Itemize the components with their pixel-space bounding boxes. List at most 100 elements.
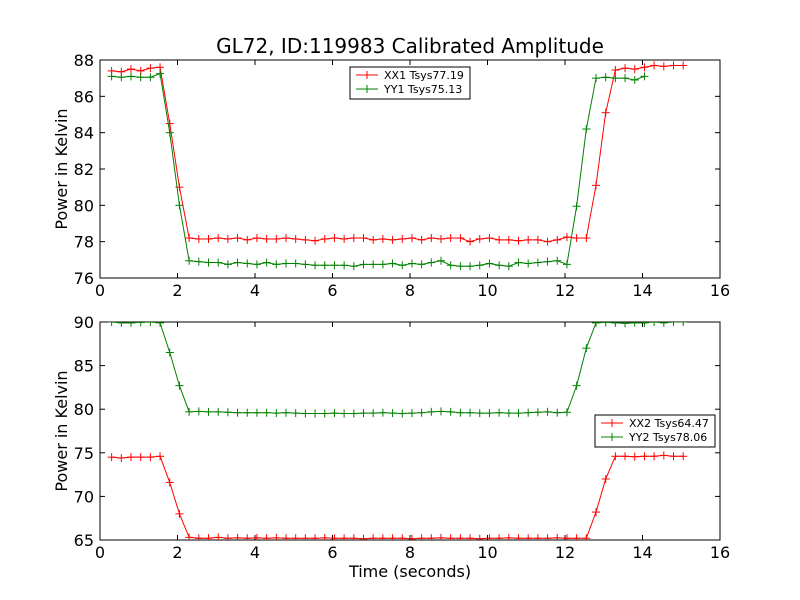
data-point [475,534,484,540]
data-point [456,234,465,243]
data-point [311,409,320,418]
data-point [543,534,552,540]
data-point [214,407,223,416]
data-point [252,234,261,243]
data-point [592,322,600,327]
y-tick-label: 80 [74,400,94,419]
data-point [427,534,436,540]
data-point [194,407,203,416]
data-point [562,408,571,417]
series-line-1 [111,454,684,540]
data-point [553,256,562,265]
data-point [107,453,116,462]
data-point [495,408,504,417]
data-point [640,322,649,327]
data-point [446,234,455,243]
data-point [272,409,281,418]
series-group [107,322,688,540]
data-point [407,234,416,243]
data-point [320,533,329,540]
data-point [146,73,155,82]
data-point [340,261,349,270]
data-point [466,237,475,246]
data-point [243,235,252,244]
data-point [466,262,475,271]
data-point [669,452,678,461]
data-point [185,533,194,540]
data-point [156,322,165,327]
data-point [301,534,310,540]
data-point [243,259,252,268]
data-point [214,234,223,243]
data-point [427,407,436,416]
y-tick-label: 85 [74,357,94,376]
data-point [369,409,378,418]
data-point [679,61,688,70]
data-point [650,322,659,326]
data-point [601,474,610,483]
data-point [311,236,320,245]
data-point [504,533,513,540]
data-point [311,261,320,270]
data-point [398,234,407,243]
data-point [291,534,300,540]
data-point [272,260,281,269]
data-point [359,409,368,418]
data-point [136,453,145,462]
data-point [621,322,630,328]
data-point [388,409,397,418]
data-point [282,234,290,243]
data-point [320,409,329,418]
y-tick-label: 84 [74,124,94,143]
data-point [175,381,184,390]
data-point [572,202,581,211]
y-tick-label: 65 [74,531,94,550]
data-point [282,259,290,268]
data-point [349,262,358,271]
data-point [437,533,445,540]
data-point [378,234,387,243]
y-axis-label: Power in Kelvin [52,108,71,229]
data-point [204,234,213,243]
data-point [533,235,542,244]
data-point [640,63,649,72]
data-point [301,260,310,269]
data-point [524,259,533,268]
y-tick-label: 82 [74,160,94,179]
data-point [233,234,242,243]
data-point [582,344,591,353]
data-point [630,65,639,74]
data-point [524,534,533,540]
data-point [136,73,145,82]
data-point [407,409,416,418]
data-point [107,322,116,326]
x-tick-label: 16 [710,281,730,300]
data-point [262,258,271,267]
data-point [456,262,465,271]
data-point [417,408,426,417]
data-point [495,534,504,540]
data-point [485,234,494,243]
data-point [359,260,368,269]
data-point [127,453,135,462]
data-point [146,453,155,462]
data-point [291,259,300,268]
data-point [562,233,571,242]
data-point [388,259,397,268]
data-point [524,408,533,417]
data-point [611,74,620,83]
data-point [156,452,165,461]
data-point [427,258,436,267]
data-point [485,409,494,418]
data-point [107,72,116,81]
data-point [359,234,368,243]
data-point [572,234,581,243]
data-point [243,408,252,417]
data-point [475,409,484,418]
data-point [194,534,203,540]
legend-entry: XX2 Tsys64.47 [601,417,709,430]
x-tick-label: 4 [250,281,260,300]
